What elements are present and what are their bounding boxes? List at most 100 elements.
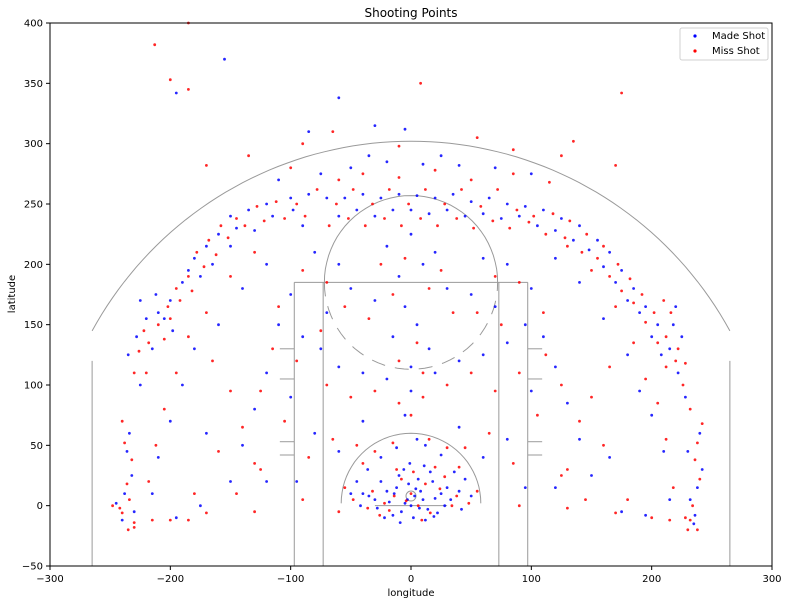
made-shot-point-35 [457,489,461,493]
miss-shot-point-225 [205,511,208,515]
made-shot-point-164 [421,262,425,266]
miss-shot-point-44 [255,205,259,208]
miss-shot-point-48 [335,202,338,206]
made-shot-point-96 [211,262,214,266]
miss-shot-point-160 [187,88,190,91]
made-shot-point-45 [132,510,136,514]
miss-shot-point-114 [493,389,497,393]
y-tick-label-7: 300 [24,139,43,150]
miss-shot-point-153 [493,275,497,278]
made-shot-point-218 [150,492,154,495]
made-shot-point-124 [277,323,280,327]
made-shot-point-23 [424,518,427,522]
made-shot-point-183 [307,130,311,134]
made-shot-point-150 [608,456,611,459]
made-shot-point-160 [469,293,473,296]
made-shot-point-193 [680,335,684,339]
made-shot-point-161 [373,299,377,302]
miss-shot-point-75 [190,289,194,293]
miss-shot-point-220 [445,446,449,450]
made-shot-point-177 [313,250,317,254]
made-shot-point-222 [174,516,178,520]
made-shot-point-135 [523,323,527,327]
miss-shot-point-188 [548,180,551,184]
miss-shot-point-85 [363,224,367,228]
made-shot-point-151 [229,480,232,483]
miss-shot-point-193 [205,311,208,314]
made-shot-point-55 [150,347,154,351]
miss-shot-point-72 [162,337,166,341]
miss-shot-point-97 [580,250,584,254]
miss-shot-point-111 [421,395,425,399]
made-shot-point-127 [337,365,341,369]
miss-shot-point-101 [632,301,635,305]
made-shot-point-174 [415,437,419,441]
made-shot-point-4 [409,504,413,508]
miss-shot-point-112 [445,383,449,387]
miss-shot-point-36 [156,323,160,327]
miss-shot-point-149 [397,359,401,363]
made-shot-point-70 [379,196,383,200]
miss-shot-point-128 [536,413,539,417]
made-shot-point-237 [424,443,427,447]
miss-shot-point-137 [319,329,323,333]
made-shot-point-111 [481,212,485,216]
made-shot-point-95 [199,275,202,278]
miss-shot-point-109 [373,389,377,393]
miss-shot-point-115 [517,371,521,375]
made-shot-point-48 [696,486,699,489]
made-shot-point-165 [385,244,389,248]
x-axis: −300 −200 −100 0 100 200 300 [36,566,782,585]
made-shot-point-59 [193,256,196,260]
miss-shot-point-23 [123,441,126,445]
made-shot-point-132 [457,359,461,363]
made-shot-point-47 [688,498,692,501]
x-tick-label-6: 300 [762,574,781,585]
miss-shot-point-135 [301,498,305,501]
miss-shot-point-176 [142,329,146,333]
made-shot-point-31 [418,506,421,510]
miss-shot-point-152 [325,281,329,284]
made-shot-point-189 [126,353,130,357]
made-shot-point-206 [241,287,244,290]
miss-shot-point-79 [243,224,247,228]
made-shot-point-123 [659,353,663,357]
made-shot-point-217 [662,450,666,453]
miss-shot-point-131 [235,492,238,495]
miss-shot-point-77 [214,253,218,257]
miss-shot-point-223 [150,518,154,522]
y-tick-label-3: 100 [24,381,43,392]
miss-shot-point-182 [337,178,341,182]
made-shot-point-50 [693,513,697,517]
miss-shot-point-60 [551,212,555,216]
miss-shot-point-27 [691,504,694,508]
made-shot-point-126 [319,347,323,351]
made-shot-point-231 [460,507,463,511]
miss-shot-point-80 [262,219,266,223]
court-free-throw-circle-bottom [323,282,499,370]
miss-shot-point-199 [162,407,166,411]
miss-shot-point-62 [585,232,589,236]
miss-shot-point-150 [421,371,425,375]
made-shot-point-140 [566,401,569,405]
made-shot-point-90 [684,395,687,399]
miss-shot-point-4 [383,501,386,505]
made-shot-point-76 [487,196,491,200]
miss-shot-point-83 [327,224,331,228]
miss-shot-point-107 [325,383,329,387]
miss-shot-point-22 [130,458,134,462]
made-shot-point-159 [349,287,353,290]
miss-shot-point-57 [496,188,499,191]
miss-shot-point-141 [367,317,371,320]
x-tick-label-1: −200 [157,574,184,585]
miss-shot-point-196 [632,341,635,345]
made-shot-point-10 [416,477,420,481]
made-shot-point-172 [409,389,413,393]
made-shot-point-209 [602,317,605,320]
miss-shot-point-51 [387,188,391,191]
miss-shot-point-237 [229,389,232,393]
made-shot-point-120 [626,299,629,302]
made-shot-point-149 [205,431,208,435]
made-shot-point-133 [481,353,485,357]
miss-shot-point-235 [211,359,214,363]
